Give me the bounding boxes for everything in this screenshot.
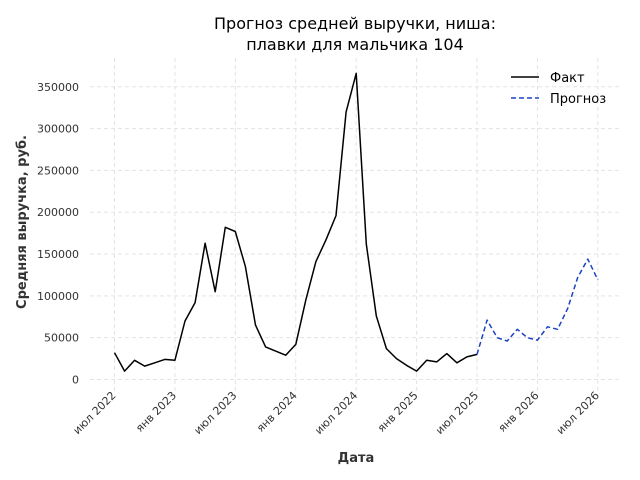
series-layer (113, 72, 599, 372)
y-axis-ticks: 0 50000 100000 150000 200000 250000 300000 3500… (37, 81, 79, 387)
x-tick-label: янв 2024 (254, 389, 300, 435)
y-tick-label: 350000 (37, 81, 79, 94)
x-tick-label: июл 2025 (433, 389, 481, 437)
y-tick-label: 50000 (44, 332, 79, 345)
x-tick-label: янв 2025 (375, 389, 421, 435)
legend-label-fact: Факт (550, 71, 585, 86)
series-line-fact (113, 72, 478, 372)
legend: Факт Прогноз (511, 71, 606, 107)
x-tick-label: июл 2023 (191, 389, 239, 437)
x-axis-ticks: июл 2022 янв 2023 июл 2023 янв 2024 июл 2024… (71, 389, 602, 437)
y-tick-label: 300000 (37, 123, 79, 136)
y-tick-label: 250000 (37, 164, 79, 177)
x-tick-label: июл 2022 (71, 389, 119, 437)
x-axis-label: Дата (338, 451, 375, 466)
y-tick-label: 0 (72, 374, 79, 387)
x-tick-label: июл 2024 (312, 389, 360, 437)
grid-layer (90, 58, 622, 391)
y-tick-label: 100000 (37, 290, 79, 303)
x-tick-label: янв 2026 (496, 389, 542, 435)
series-line-forecast (476, 258, 599, 355)
legend-label-forecast: Прогноз (550, 92, 606, 107)
chart-title-line-1: Прогноз средней выручки, ниша: (214, 14, 496, 33)
y-tick-label: 200000 (37, 206, 79, 219)
y-tick-label: 150000 (37, 248, 79, 261)
x-tick-label: янв 2023 (133, 389, 179, 435)
chart-title-line-2: плавки для мальчика 104 (246, 35, 464, 54)
x-tick-label: июл 2026 (554, 389, 602, 437)
y-axis-label: Средняя выручка, руб. (15, 135, 30, 309)
